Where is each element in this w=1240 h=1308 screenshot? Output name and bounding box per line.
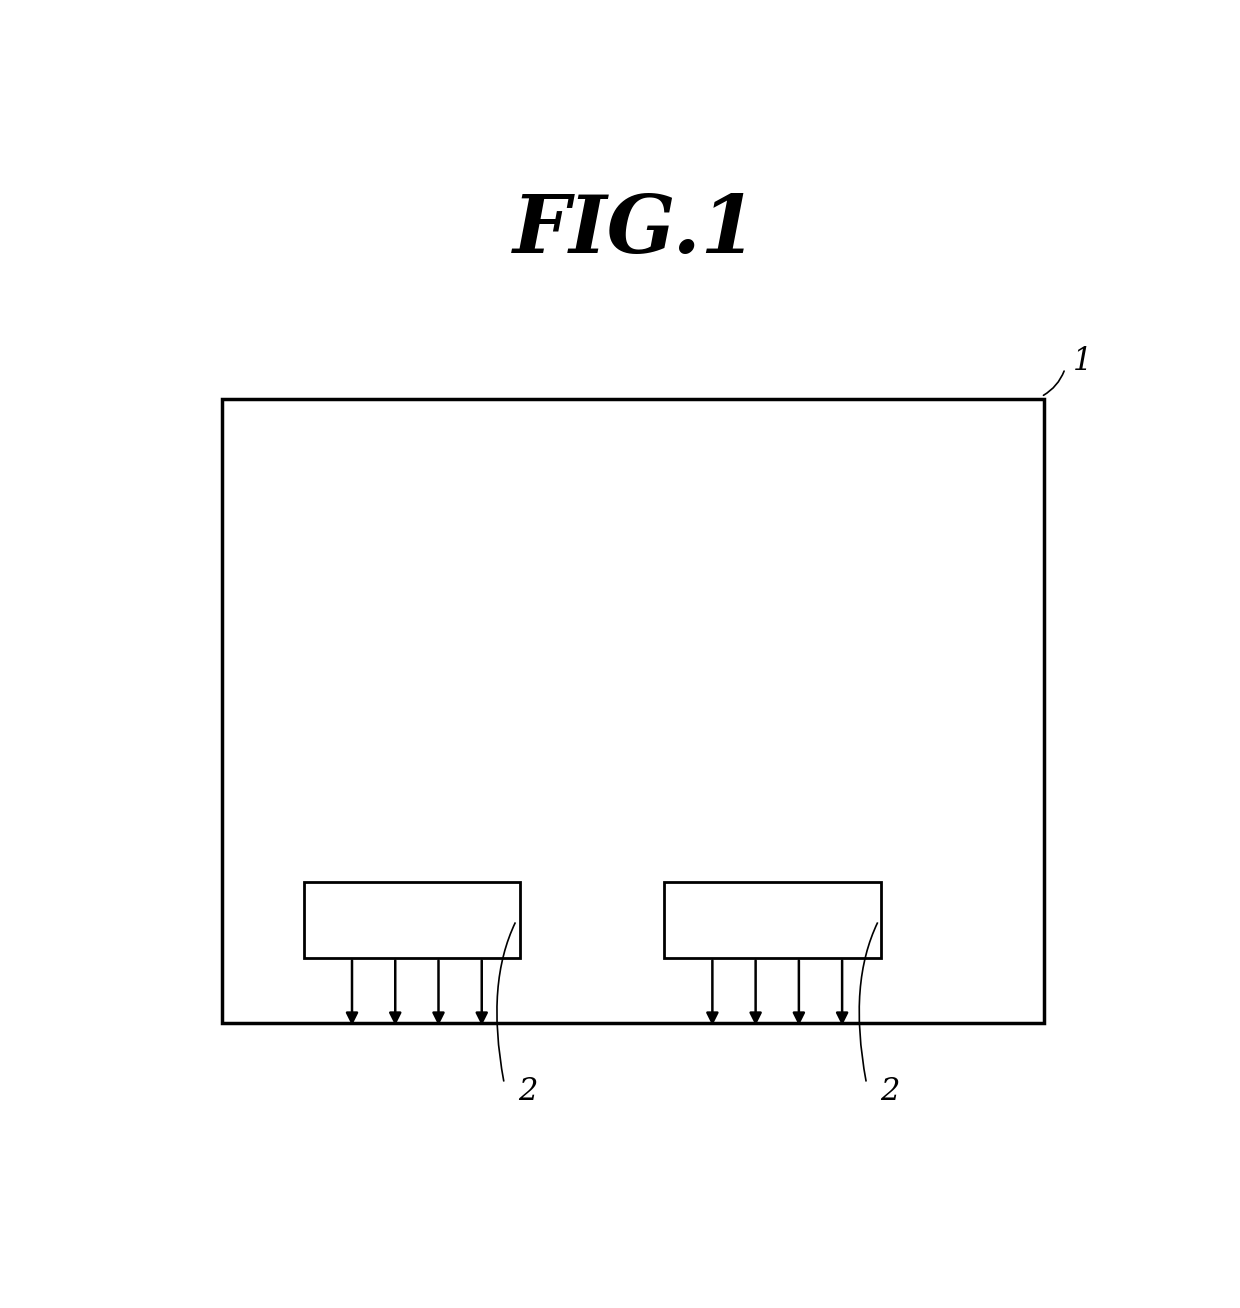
Bar <box>665 882 880 957</box>
Bar <box>304 882 521 957</box>
Text: 2: 2 <box>518 1076 538 1107</box>
Text: 1: 1 <box>1073 345 1092 377</box>
Text: FIG.1: FIG.1 <box>513 192 758 269</box>
Text: 2: 2 <box>880 1076 900 1107</box>
Bar <box>222 399 1044 1023</box>
